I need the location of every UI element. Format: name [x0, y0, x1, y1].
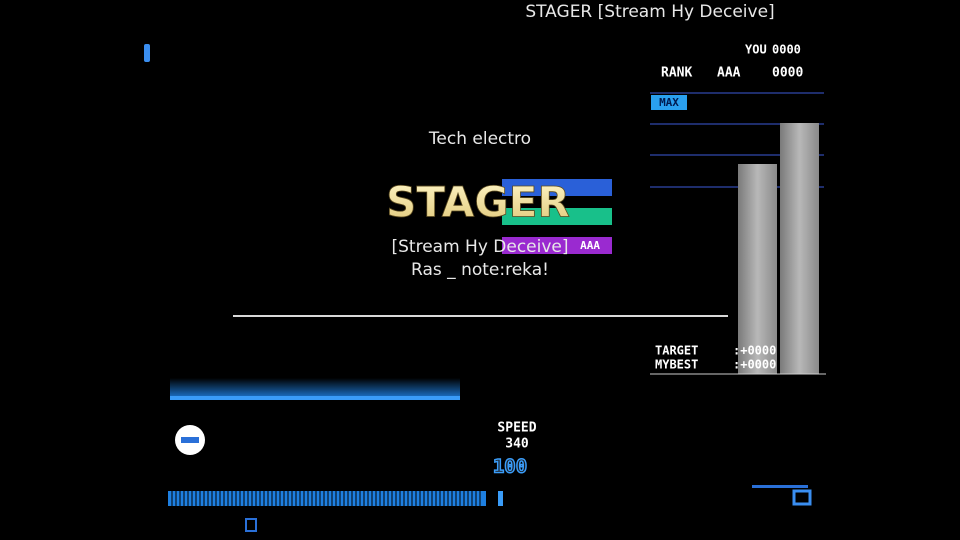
option-bar [502, 179, 612, 196]
song-artist: Ras _ note:reka! [411, 260, 549, 280]
lane-glow [170, 378, 460, 400]
song-genre: Tech electro [428, 129, 531, 149]
credit-label [752, 485, 808, 488]
gauge-tick [171, 491, 481, 506]
minus-sign [181, 437, 199, 443]
target-value: :+0000 [733, 344, 776, 358]
gauge-ticks [171, 491, 481, 506]
you-score: 0000 [772, 43, 801, 57]
max-label: MAX [659, 96, 679, 109]
credit-count [792, 489, 812, 506]
you-label: YOU [745, 43, 767, 57]
rank-score: 0000 [772, 66, 803, 81]
small-box [245, 518, 257, 532]
speed-value: 340 [505, 437, 529, 452]
target-label: TARGET [655, 344, 698, 358]
option-bar [502, 208, 612, 225]
graph-bar [780, 123, 819, 374]
song-subtitle: [Stream Hy Deceive] [391, 237, 568, 257]
hi-speed: 100 [493, 456, 527, 478]
option-bar [502, 237, 612, 254]
lane-bar [170, 396, 460, 400]
graph-bar [738, 164, 777, 374]
mybest-value: :+0000 [733, 358, 776, 372]
mybest-label: MYBEST [655, 358, 698, 372]
header-title: STAGER [Stream Hy Deceive] [525, 2, 774, 22]
speed-label: SPEED [497, 421, 536, 436]
song-title: STAGER [386, 178, 570, 227]
max-badge [651, 95, 687, 110]
gauge-end [498, 491, 503, 506]
rank: AAA [717, 66, 741, 81]
indicator [144, 44, 150, 62]
song-grade: AAA [580, 239, 600, 252]
rank-label: RANK [661, 66, 692, 81]
